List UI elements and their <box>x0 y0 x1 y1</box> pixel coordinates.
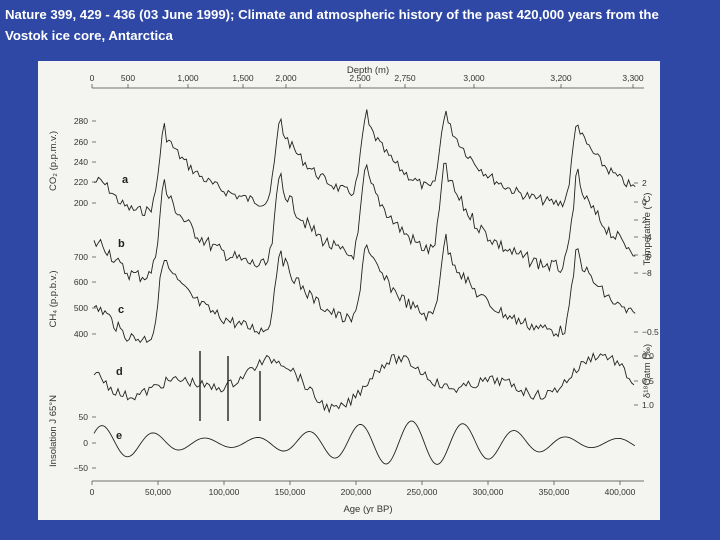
caption-line-1: Nature 399, 429 - 436 (03 June 1999); Cl… <box>5 7 659 22</box>
insolation-series-line <box>93 420 636 465</box>
temperature-tick-label: −8 <box>642 268 652 278</box>
co2-tick-label: 220 <box>74 177 88 187</box>
depth-tick-label: 3,000 <box>463 73 485 83</box>
temperature-tick-label: −4 <box>642 232 652 242</box>
temperature-axis-title: Temperature (°C) <box>642 193 653 266</box>
depth-tick-label: 1,500 <box>232 73 254 83</box>
d18o-series-line <box>93 352 635 414</box>
ch4-tick-label: 400 <box>74 329 88 339</box>
depth-tick-label: 2,000 <box>275 73 297 83</box>
age-axis-title: Age (yr BP) <box>343 504 392 515</box>
age-tick-label: 350,000 <box>539 487 570 497</box>
co2-series-line <box>93 109 636 217</box>
vostok-figure-svg: 0 500 1,000 1,500 2,000 2,500 2,750 3,000 3,200 3… <box>48 65 659 515</box>
ch4-series-line <box>93 233 636 344</box>
age-tick-label: 150,000 <box>275 487 306 497</box>
ch4-tick-label: 600 <box>74 277 88 287</box>
depth-tick-label: 3,300 <box>622 73 644 83</box>
age-tick-label: 400,000 <box>605 487 636 497</box>
d18o-tick-label: 0.0 <box>642 351 654 361</box>
panel-letter-a: a <box>122 174 129 186</box>
temperature-tick-label: 2 <box>642 215 647 225</box>
d18o-tick-label: −0.5 <box>642 327 659 337</box>
insolation-tick-label: 50 <box>79 412 89 422</box>
panel-letter-d: d <box>116 366 123 378</box>
panel-letter-b: b <box>118 238 125 250</box>
d18o-tick-label: 0.5 <box>642 376 654 386</box>
temperature-tick-label: 0 <box>642 197 647 207</box>
temperature-tick-label: −6 <box>642 250 652 260</box>
insolation-axis-title: Insolation J 65°N <box>48 395 59 467</box>
depth-tick-label: 2,500 <box>349 73 371 83</box>
age-tick-label: 100,000 <box>209 487 240 497</box>
co2-tick-label: 280 <box>74 116 88 126</box>
ch4-tick-label: 500 <box>74 303 88 313</box>
depth-tick-label: 500 <box>121 73 135 83</box>
caption-line-2: Vostok ice core, Antarctica <box>5 28 173 43</box>
co2-axis-title: CO₂ (p.p.m.v.) <box>48 131 59 191</box>
depth-tick-label: 0 <box>90 73 95 83</box>
insolation-tick-label: 0 <box>83 438 88 448</box>
ch4-tick-label: 700 <box>74 252 88 262</box>
age-tick-label: 50,000 <box>145 487 171 497</box>
d18o-axis-title: δ¹⁸Oatm (‰) <box>642 344 653 398</box>
panel-letter-e: e <box>116 430 122 442</box>
insolation-tick-label: −50 <box>74 463 89 473</box>
depth-tick-label: 3,200 <box>550 73 572 83</box>
co2-tick-label: 240 <box>74 157 88 167</box>
co2-tick-label: 260 <box>74 137 88 147</box>
vostok-figure: 0 500 1,000 1,500 2,000 2,500 2,750 3,000 3,200 3… <box>38 61 660 520</box>
age-tick-label: 0 <box>90 487 95 497</box>
co2-tick-label: 200 <box>74 198 88 208</box>
age-tick-label: 300,000 <box>473 487 504 497</box>
age-tick-label: 250,000 <box>407 487 438 497</box>
ch4-axis-title: CH₄ (p.p.b.v.) <box>48 270 59 327</box>
depth-axis-title: Depth (m) <box>347 65 389 76</box>
age-tick-label: 200,000 <box>341 487 372 497</box>
figure-caption: Nature 399, 429 - 436 (03 June 1999); Cl… <box>5 4 717 46</box>
temperature-series-line <box>93 162 636 283</box>
temperature-tick-label: 2 <box>642 178 647 188</box>
d18o-tick-label: 1.0 <box>642 400 654 410</box>
depth-tick-label: 1,000 <box>177 73 199 83</box>
panel-letter-c: c <box>118 304 124 316</box>
depth-tick-label: 2,750 <box>394 73 416 83</box>
